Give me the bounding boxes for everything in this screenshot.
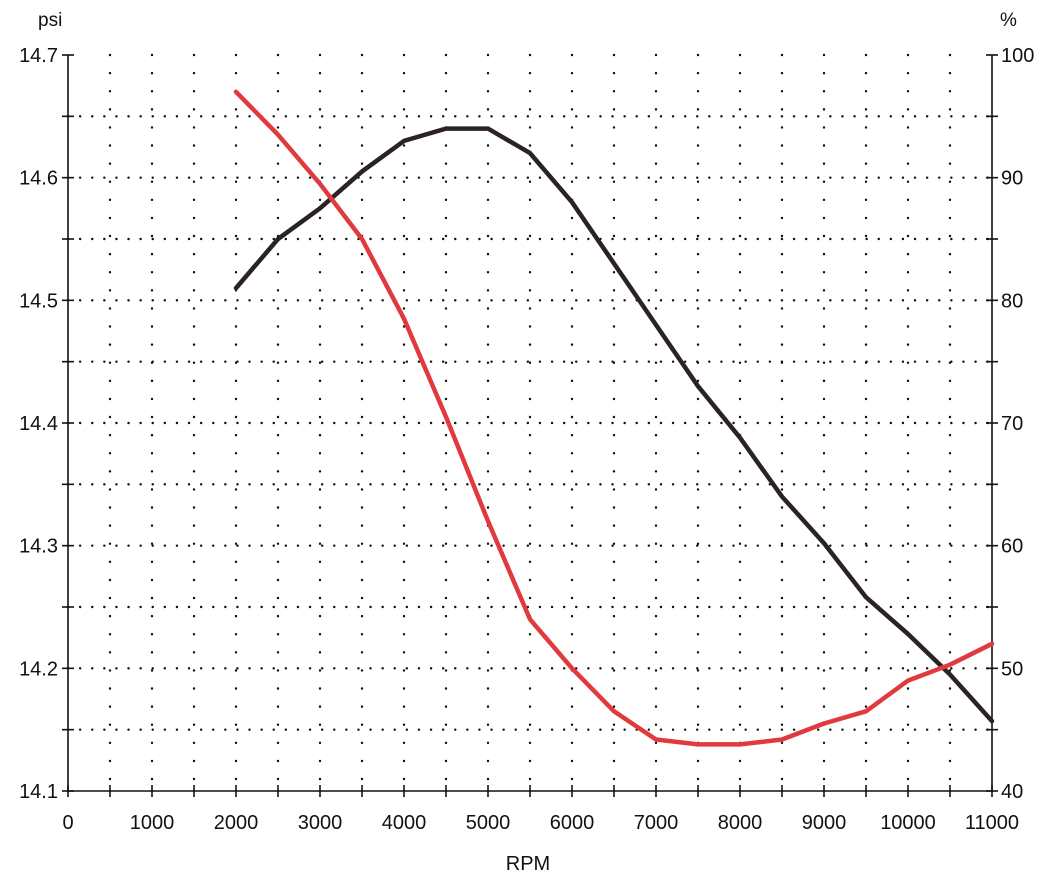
- y-left-tick-label: 14.4: [19, 413, 58, 435]
- y-right-tick-label: 90: [1001, 168, 1023, 190]
- x-tick-label: 5000: [466, 812, 511, 834]
- x-tick-label: 2000: [214, 812, 259, 834]
- tick-labels: 0 1000 2000 3000 4000 5000 6000 7000 8000 9000 100…: [19, 45, 1034, 834]
- y-right-tick-label: 100: [1001, 45, 1034, 67]
- x-tick-label: 1000: [130, 812, 175, 834]
- series-line-red-percent: [233, 89, 995, 747]
- y-left-tick-label: 14.7: [19, 45, 58, 67]
- x-tick-label: 10000: [880, 812, 936, 834]
- y-left-tick-label: 14.1: [19, 781, 58, 803]
- series-line-dark-psi: [233, 126, 995, 724]
- y-left-tick-label: 14.2: [19, 658, 58, 680]
- x-tick-label: 7000: [634, 812, 679, 834]
- y-right-tick-label: 40: [1001, 781, 1023, 803]
- y-right-tick-label: 80: [1001, 290, 1023, 312]
- x-tick-label: 4000: [382, 812, 427, 834]
- grid: [66, 53, 994, 793]
- x-tick-label: 6000: [550, 812, 595, 834]
- x-tick-label: 0: [62, 812, 73, 834]
- y-right-tick-label: 70: [1001, 413, 1023, 435]
- x-tick-label: 11000: [965, 812, 1019, 834]
- x-tick-label: 9000: [802, 812, 847, 834]
- y-right-tick-label: 50: [1001, 658, 1023, 680]
- series-layer: [233, 89, 995, 747]
- x-tick-label: 8000: [718, 812, 763, 834]
- y-axis-left-unit: psi: [38, 10, 62, 31]
- x-tick-label: 3000: [298, 812, 343, 834]
- y-axis-right-unit: %: [1000, 10, 1017, 31]
- y-left-tick-label: 14.6: [19, 168, 58, 190]
- y-left-tick-label: 14.3: [19, 536, 58, 558]
- x-axis-title: RPM: [506, 853, 550, 875]
- y-left-tick-label: 14.5: [19, 290, 58, 312]
- axes: [62, 54, 998, 797]
- y-right-tick-label: 60: [1001, 536, 1023, 558]
